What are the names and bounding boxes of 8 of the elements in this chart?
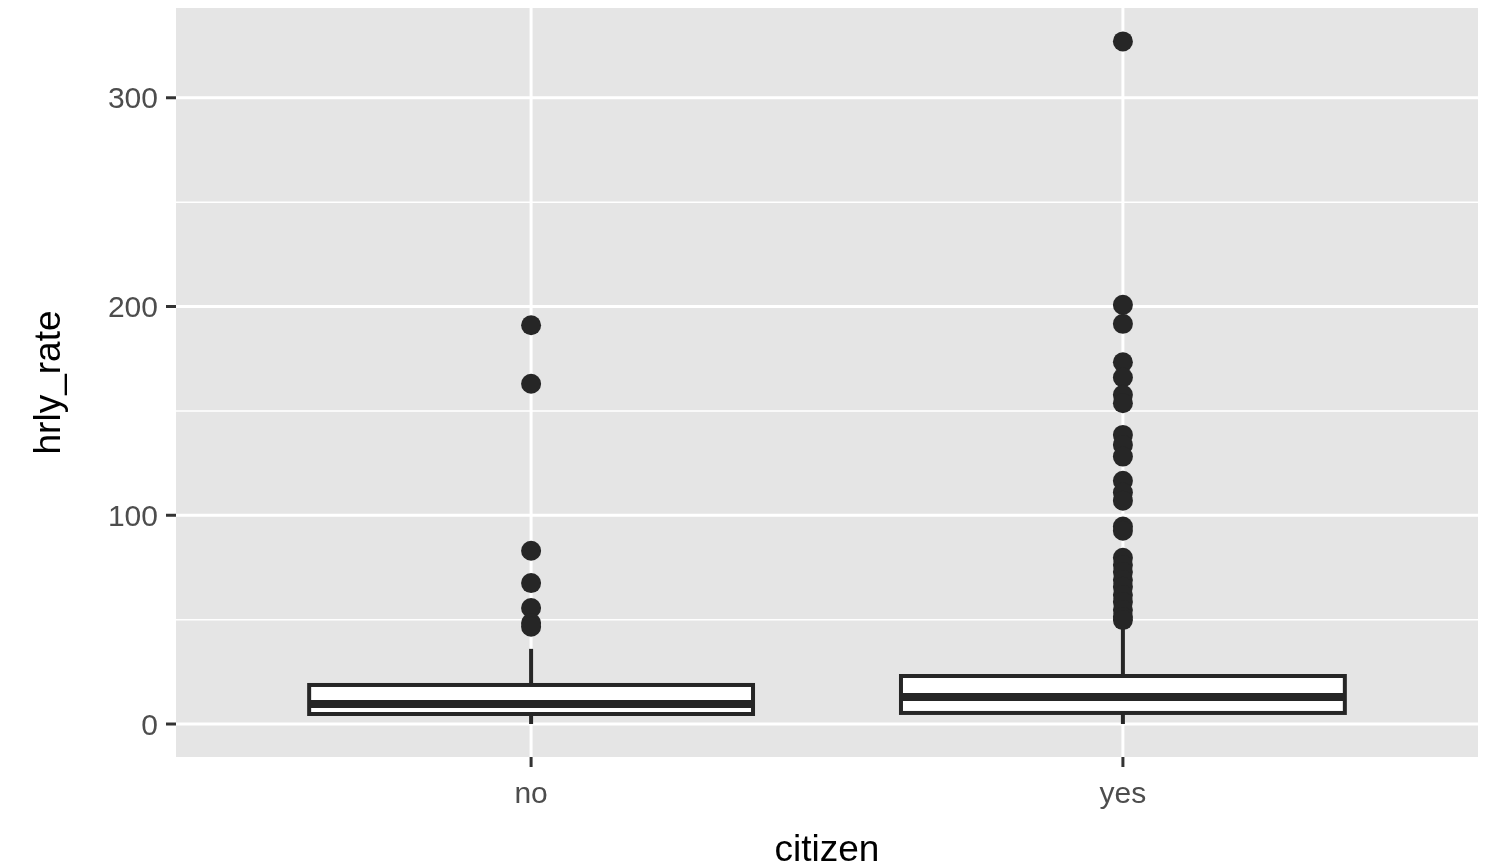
y-axis-title: hrly_rate [27,310,68,455]
y-tick-label: 200 [107,290,158,324]
y-tick-label: 100 [107,498,158,532]
x-tick-label: yes [1099,776,1147,809]
x-tick-label: no [514,776,548,809]
y-tick-label: 300 [107,81,158,115]
y-tick-label: 0 [141,707,158,741]
x-axis-title: citizen [774,828,880,865]
